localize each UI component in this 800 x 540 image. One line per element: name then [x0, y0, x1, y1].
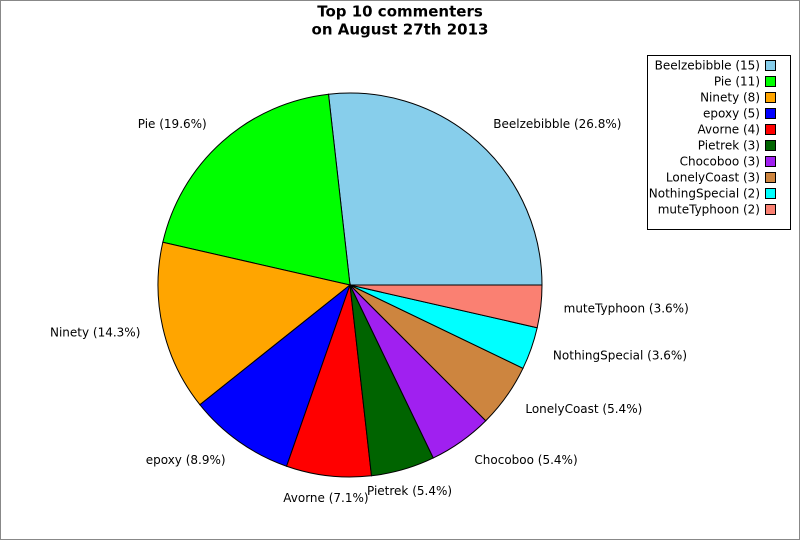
legend-swatch — [765, 156, 776, 167]
pie-slice — [349, 284, 543, 329]
slice-label: Pietrek (5.4%) — [367, 484, 452, 498]
legend-label: epoxy (5) — [703, 107, 760, 121]
slice-label: Chocoboo (5.4%) — [474, 453, 577, 467]
legend-swatch — [765, 108, 776, 119]
legend-label: LonelyCoast (3) — [666, 171, 760, 185]
pie-slice — [327, 92, 543, 286]
legend-label: muteTyphoon (2) — [658, 203, 760, 217]
slice-label: NothingSpecial (3.6%) — [553, 349, 687, 363]
legend-label: Pie (11) — [714, 75, 760, 89]
slice-label: Pie (19.6%) — [138, 117, 207, 131]
pie-slice — [199, 283, 352, 467]
chart-subtitle: on August 27th 2013 — [312, 21, 489, 39]
pie-slice — [157, 241, 352, 406]
slice-label: epoxy (8.9%) — [146, 453, 226, 467]
legend-label: Pietrek (3) — [698, 139, 760, 153]
chart-title: Top 10 commenters — [317, 3, 483, 21]
legend-label: Ninety (8) — [700, 91, 760, 105]
slice-label: Avorne (7.1%) — [283, 491, 368, 505]
legend-label: Chocoboo (3) — [680, 155, 760, 169]
pie-slice — [162, 93, 351, 286]
slice-label: muteTyphoon (3.6%) — [564, 302, 689, 316]
slice-label: Beelzebibble (26.8%) — [493, 117, 621, 131]
legend-swatch — [765, 76, 776, 87]
legend-label: Avorne (4) — [698, 123, 760, 137]
legend-swatch — [765, 60, 776, 71]
legend-label: Beelzebibble (15) — [655, 59, 760, 73]
legend-swatch — [765, 140, 776, 151]
legend-swatch — [765, 172, 776, 183]
legend-swatch — [765, 124, 776, 135]
legend-swatch — [765, 204, 776, 215]
slice-label: LonelyCoast (5.4%) — [525, 402, 642, 416]
legend-swatch — [765, 188, 776, 199]
slice-label: Ninety (14.3%) — [50, 325, 140, 339]
legend-swatch — [765, 92, 776, 103]
legend-label: NothingSpecial (2) — [649, 187, 760, 201]
